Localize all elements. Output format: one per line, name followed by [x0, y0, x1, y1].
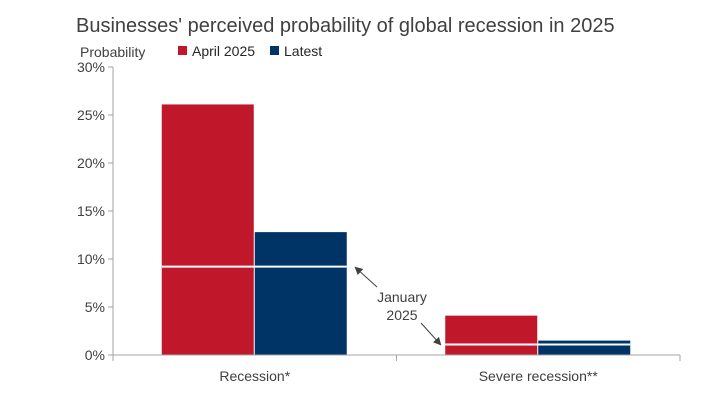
annotation-arrow-severe	[420, 322, 442, 346]
y-tick-label: 15%	[77, 203, 105, 219]
legend-label: Latest	[284, 43, 322, 59]
category-labels: Recession* Severe recession**	[219, 368, 598, 384]
x-category-label: Severe recession**	[479, 368, 599, 384]
y-tick-label: 5%	[85, 299, 105, 315]
axes	[112, 67, 681, 361]
chart-title: Businesses' perceived probability of glo…	[76, 15, 615, 37]
y-axis-ticks: 0% 5% 10% 15% 20% 25% 30%	[77, 59, 113, 363]
y-axis-label: Probability	[80, 44, 145, 60]
bar-april-2025	[445, 315, 538, 355]
bar-latest	[538, 340, 631, 355]
y-tick-label: 20%	[77, 155, 105, 171]
y-tick-label: 25%	[77, 107, 105, 123]
y-tick-label: 30%	[77, 59, 105, 75]
legend: April 2025 Latest	[178, 43, 322, 59]
legend-swatch	[270, 46, 279, 55]
annotation-arrow-recession	[354, 266, 378, 288]
bar-april-2025	[161, 104, 254, 355]
legend-swatch	[178, 46, 187, 55]
y-tick-label: 10%	[77, 251, 105, 267]
y-tick-label: 0%	[85, 347, 105, 363]
january-2025-markers	[161, 265, 631, 346]
bar-latest	[254, 232, 347, 355]
legend-label: April 2025	[192, 43, 255, 59]
annotation-line2: 2025	[386, 307, 417, 323]
x-category-label: Recession*	[219, 368, 290, 384]
annotation-january-2025: January 2025	[354, 266, 442, 346]
bars	[161, 104, 631, 355]
annotation-line1: January	[377, 289, 427, 305]
